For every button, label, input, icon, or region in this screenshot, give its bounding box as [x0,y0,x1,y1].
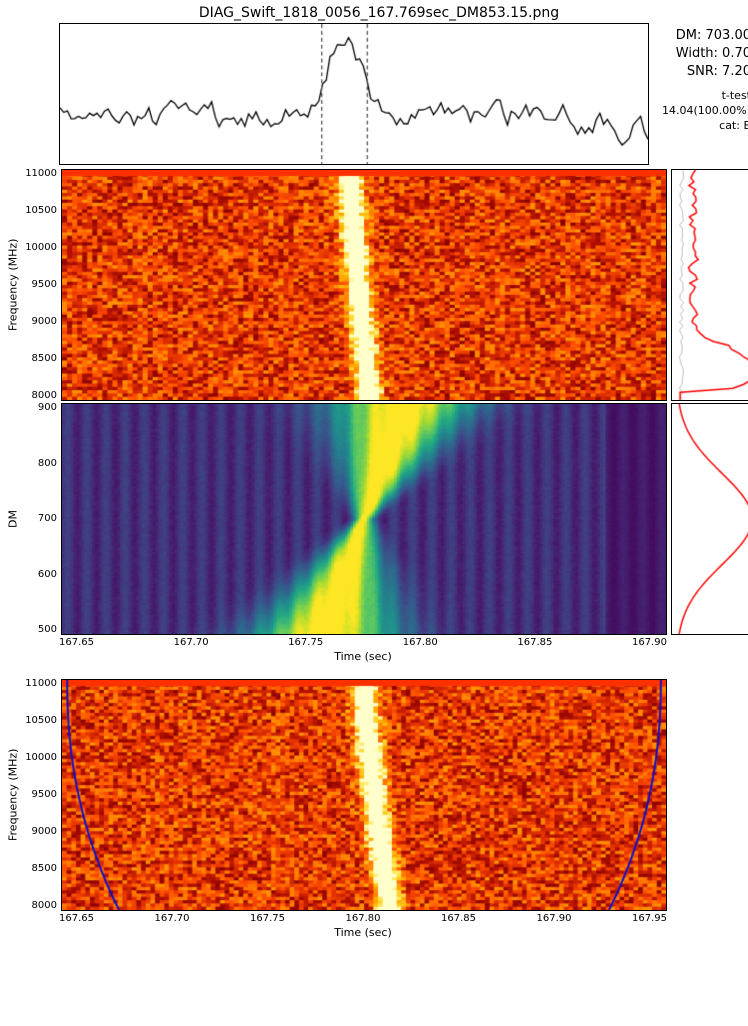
freq2-yticks: 1100010500100009500900085008000 [21,679,61,911]
ttest-value: 14.04(100.00%) [651,103,748,118]
freq2-ylabel: Frequency (MHz) [5,679,21,911]
spectrogram1-plot [61,169,667,401]
freq-side-plot [671,169,748,401]
freq1-yticks: 1100010500100009500900085008000 [21,169,61,401]
row-profile: DM: 703.00 Width: 0.70 SNR: 7.20 t-test … [5,23,748,165]
freq1-ylabel: Frequency (MHz) [5,169,21,401]
xticks-lower-row: 167.65167.70167.75167.80167.85167.90167.… [5,911,748,945]
row-dm: DM 900800700600500 [5,403,748,635]
xticks-upper-row: 167.65167.70167.75167.80167.85167.90 Tim… [5,635,748,669]
width-value: Width: 0.70 [651,45,748,63]
pulse-profile-plot [59,23,649,165]
snr-value: SNR: 7.20 [651,63,748,81]
dm-ylabel: DM [5,403,21,635]
dm-side-plot [671,403,748,635]
xlabel-upper: Time (sec) [59,650,667,669]
xlabel-lower: Time (sec) [59,926,667,945]
row-spectrogram1: Frequency (MHz) 110001050010000950090008… [5,169,748,401]
row-spectrogram2: Frequency (MHz) 110001050010000950090008… [5,679,748,911]
dm-value: DM: 703.00 [651,27,748,45]
cat-value: cat: B [651,118,748,133]
info-panel: DM: 703.00 Width: 0.70 SNR: 7.20 t-test … [649,23,748,165]
spectrogram2-plot [61,679,667,911]
xticks-lower: 167.65167.70167.75167.80167.85167.90167.… [59,911,667,926]
ttest-label: t-test [651,88,748,103]
dm-yticks: 900800700600500 [21,403,61,635]
xticks-upper: 167.65167.70167.75167.80167.85167.90 [59,635,667,650]
dm-plot [61,403,667,635]
figure-title: DIAG_Swift_1818_0056_167.769sec_DM853.15… [5,5,748,23]
